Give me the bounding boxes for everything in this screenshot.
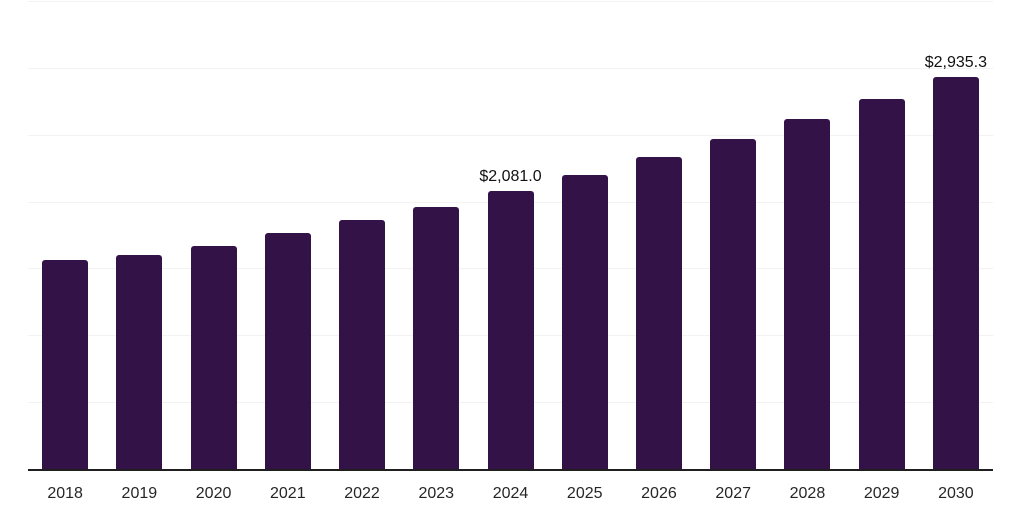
bar-2018 <box>42 260 89 469</box>
gridline-3500 <box>28 1 993 2</box>
value-label-2030: $2,935.3 <box>924 53 988 71</box>
x-tick-2029: 2029 <box>863 485 900 502</box>
bar-2023 <box>413 206 460 469</box>
bar-2019 <box>116 255 163 469</box>
x-tick-2021: 2021 <box>270 485 306 502</box>
x-axis-line <box>28 469 993 471</box>
bar-2028 <box>784 119 831 469</box>
bar-2020 <box>190 245 237 469</box>
x-tick-2025: 2025 <box>566 485 603 502</box>
x-tick-2030: 2030 <box>938 485 974 502</box>
value-label-2024: $2,081.0 <box>479 167 542 185</box>
x-tick-2020: 2020 <box>195 485 232 502</box>
x-tick-2027: 2027 <box>715 485 751 502</box>
gridline-2500 <box>28 134 993 136</box>
x-tick-2019: 2019 <box>121 485 158 502</box>
bar-2027 <box>710 138 757 469</box>
bar-2025 <box>561 174 608 469</box>
bar-2024 <box>487 190 534 469</box>
bar-2030 <box>932 76 979 469</box>
bar-2026 <box>635 157 682 469</box>
x-tick-2023: 2023 <box>418 485 455 502</box>
x-tick-2022: 2022 <box>344 485 380 502</box>
x-tick-2024: 2024 <box>492 485 529 502</box>
gridline-3000 <box>28 67 993 69</box>
x-tick-2028: 2028 <box>789 485 826 502</box>
x-tick-2026: 2026 <box>641 485 677 502</box>
bar-2029 <box>858 98 905 469</box>
x-tick-2018: 2018 <box>47 485 83 502</box>
bar-2021 <box>264 232 311 469</box>
bar-2022 <box>339 220 386 469</box>
